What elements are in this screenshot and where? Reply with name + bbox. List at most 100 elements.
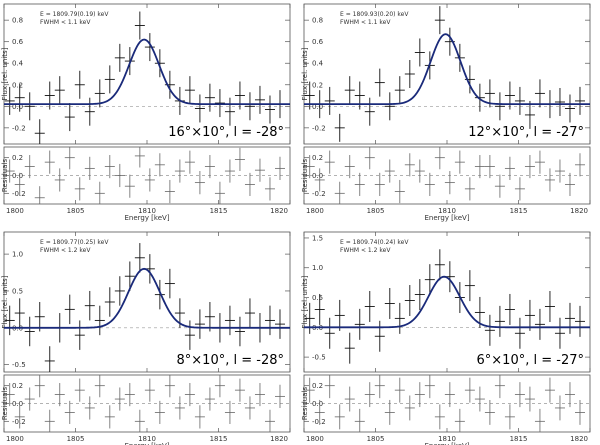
data-point: [354, 81, 365, 110]
residual-point: [184, 383, 195, 407]
residual-point: [484, 155, 495, 179]
residual-point: [234, 378, 245, 402]
data-point: [214, 89, 225, 118]
x-tick-label: 1800: [306, 207, 324, 215]
data-point: [34, 119, 45, 144]
data-point: [74, 320, 85, 350]
residual-point: [504, 156, 515, 180]
data-point: [314, 293, 325, 325]
residual-point: [24, 387, 35, 411]
y-tick-label: -0.5: [12, 361, 26, 369]
residual-point: [554, 159, 565, 183]
data-point: [94, 305, 105, 336]
panel-top-right: -0.2 0.0 0.2 0.4 0.6 0.8 0.2 0.0 -0.2 1800 1805 181…: [301, 3, 591, 222]
data-point: [84, 97, 95, 126]
x-tick-label: 1815: [510, 207, 528, 215]
residual-point: [114, 387, 125, 411]
residual-point: [434, 404, 445, 430]
data-point: [264, 95, 275, 124]
y-tick-label: -0.5: [312, 354, 326, 362]
residual-point: [474, 386, 485, 412]
residual-point: [324, 375, 335, 399]
residual-point: [564, 382, 575, 408]
residual-point: [454, 408, 465, 432]
data-point: [434, 6, 445, 35]
residual-point: [254, 158, 265, 182]
data-point: [104, 287, 115, 317]
res-y-tick-label: 0.0: [312, 172, 323, 180]
res-y-tick-label: 0.2: [312, 154, 323, 162]
data-point: [24, 92, 35, 121]
data-point: [224, 305, 235, 336]
residual-point: [264, 177, 275, 201]
data-point: [134, 243, 145, 273]
y-tick-label: 0.4: [312, 60, 324, 68]
residual-point: [64, 147, 75, 170]
residual-point: [224, 159, 235, 183]
data-point: [424, 264, 435, 296]
data-point: [34, 302, 45, 332]
data-point: [324, 86, 335, 115]
data-point: [474, 83, 485, 112]
residual-point: [44, 150, 55, 174]
residual-point: [4, 383, 15, 407]
residual-point: [164, 179, 175, 204]
residual-point: [4, 159, 15, 183]
y-tick-label: 0.2: [312, 81, 323, 89]
residual-point: [404, 395, 415, 421]
residual-point: [334, 404, 345, 430]
residual-point: [154, 400, 165, 424]
x-axis-label: Energy [keV]: [124, 214, 169, 222]
data-point: [434, 249, 445, 281]
data-point: [124, 261, 135, 291]
data-point: [114, 276, 125, 306]
y-tick-label: 0.6: [12, 38, 24, 46]
residual-point: [214, 375, 225, 398]
residual-point: [544, 377, 555, 403]
residual-point: [204, 387, 215, 411]
residual-point: [124, 174, 135, 198]
residual-point: [94, 375, 105, 398]
residual-point: [84, 396, 95, 420]
residual-point: [374, 172, 385, 196]
gaussian-fit-curve: [304, 33, 590, 106]
data-point: [4, 305, 15, 336]
residual-point: [444, 382, 455, 408]
residual-point: [354, 172, 365, 196]
data-point: [164, 268, 175, 299]
res-y-tick-label: -0.2: [12, 418, 26, 426]
data-point: [564, 94, 575, 123]
data-point: [264, 305, 275, 336]
data-point: [254, 85, 265, 114]
residual-point: [134, 409, 145, 432]
x-tick-label: 1805: [367, 435, 385, 443]
x-tick-label: 1800: [6, 435, 24, 443]
residual-point: [464, 177, 475, 201]
data-point: [184, 320, 195, 350]
data-point: [334, 113, 345, 142]
data-point: [484, 314, 495, 346]
fit-annotation: FWHM < 1.1 keV: [340, 19, 391, 26]
residual-point: [414, 382, 425, 408]
data-point: [234, 316, 245, 347]
data-point: [114, 43, 125, 72]
data-point: [204, 83, 215, 112]
data-point: [414, 38, 425, 67]
data-point: [404, 285, 415, 316]
y-tick-label: -0.2: [312, 124, 326, 132]
y-tick-label: 0.8: [12, 17, 23, 25]
data-point: [334, 299, 345, 331]
residual-point: [394, 179, 405, 204]
fit-annotation: FWHM < 1.2 keV: [40, 247, 91, 254]
residual-point: [124, 383, 135, 407]
data-point: [414, 279, 425, 311]
residual-point: [374, 375, 385, 399]
x-axis-label: Energy [keV]: [424, 214, 469, 222]
x-tick-label: 1815: [210, 207, 228, 215]
residual-point: [164, 375, 175, 398]
residual-point: [184, 150, 195, 174]
x-tick-label: 1815: [210, 435, 228, 443]
residual-point: [384, 159, 395, 183]
